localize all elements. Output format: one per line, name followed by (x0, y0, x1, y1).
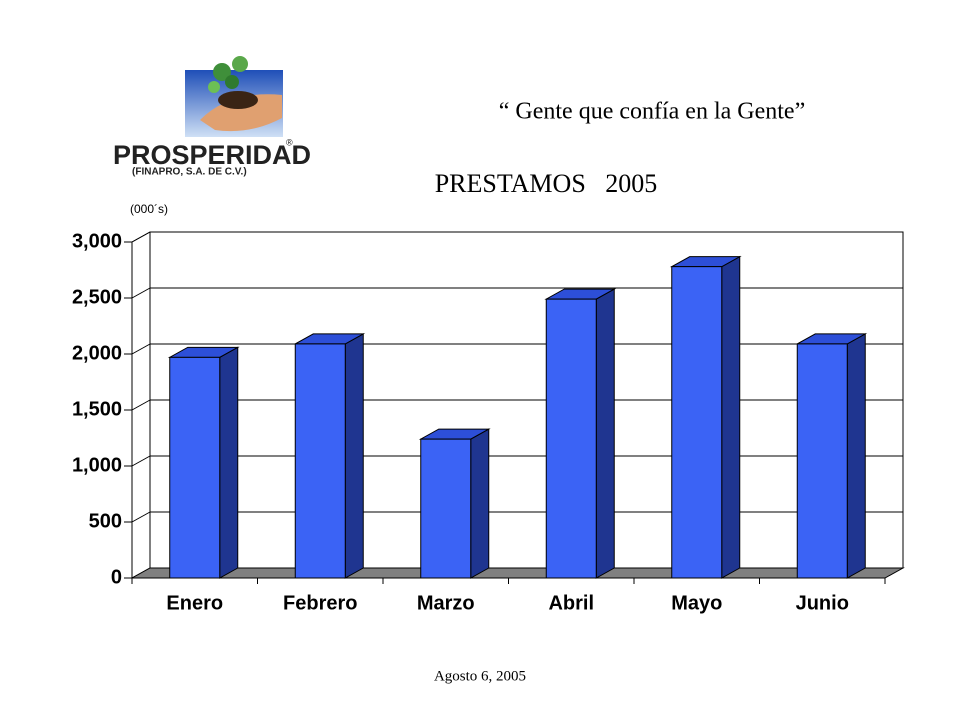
chart-title: PRESTAMOS 2005 (435, 169, 658, 198)
footer-date: Agosto 6, 2005 (434, 668, 526, 684)
floor (130, 567, 905, 579)
x-tick-label: Mayo (671, 592, 722, 614)
logo-leaf (208, 81, 220, 93)
y-tick-label: 500 (89, 510, 122, 532)
logo-leaf (213, 63, 231, 81)
y-tick-label: 0 (111, 566, 122, 588)
bar-side (470, 428, 490, 579)
bar-side (219, 346, 239, 579)
y-tick-label: 2,000 (72, 342, 122, 364)
logo-hand (200, 94, 282, 132)
logo-soil (218, 91, 258, 109)
y-axis-unit: (000´s) (130, 202, 168, 216)
grid-line-side (131, 511, 151, 523)
y-tick-label: 3,000 (72, 230, 122, 252)
y-tick-label: 2,500 (72, 286, 122, 308)
y-tick-label: 1,500 (72, 398, 122, 420)
y-tick-label: 1,000 (72, 454, 122, 476)
grid-line-side (131, 231, 151, 243)
bar (169, 356, 221, 579)
bar-side (721, 255, 741, 579)
bar (420, 438, 472, 579)
logo-mark: ® (286, 137, 293, 147)
logo: PROSPERIDAD ® (FINAPRO, S.A. DE C.V.) (113, 56, 311, 178)
logo-leaf (225, 75, 239, 89)
logo-name: PROSPERIDAD (113, 140, 311, 170)
grid-line-side (131, 343, 151, 355)
bar (545, 298, 597, 579)
bar (796, 343, 848, 579)
grid-line-side (131, 455, 151, 467)
bar-side (344, 333, 364, 579)
logo-subtitle: (FINAPRO, S.A. DE C.V.) (132, 167, 247, 178)
x-tick-label: Enero (166, 592, 223, 614)
slogan: “ Gente que confía en la Gente” (499, 99, 806, 125)
x-tick-label: Marzo (417, 592, 475, 614)
logo-leaf (232, 56, 248, 72)
bar (671, 266, 723, 579)
bar (294, 343, 346, 579)
bar-side (595, 288, 615, 579)
grid-line-side (131, 399, 151, 411)
x-tick-label: Junio (796, 592, 849, 614)
grid-line-side (131, 287, 151, 299)
bar-side (846, 333, 866, 579)
x-tick-label: Febrero (283, 592, 357, 614)
x-tick-label: Abril (548, 592, 594, 614)
chart: 0 500 1,000 1,500 2,000 2,500 3,000 Enero Febrer… (72, 230, 905, 614)
